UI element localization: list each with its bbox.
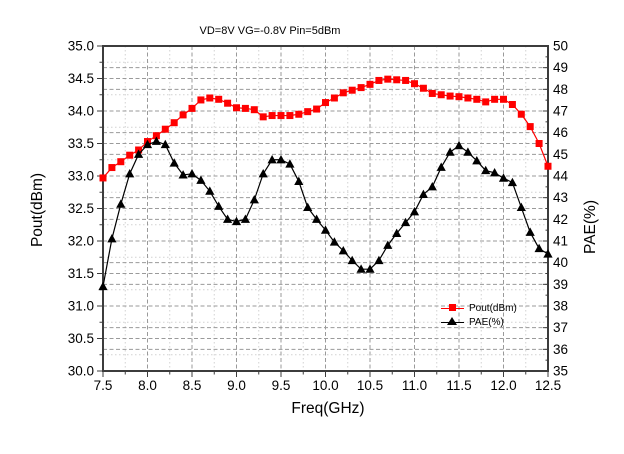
svg-text:12.5: 12.5 xyxy=(535,378,561,393)
svg-text:34.5: 34.5 xyxy=(68,71,94,86)
legend-label-pout: Pout(dBm) xyxy=(469,302,517,314)
svg-text:32.0: 32.0 xyxy=(68,234,94,249)
svg-text:41: 41 xyxy=(553,234,568,249)
svg-text:44: 44 xyxy=(553,169,569,184)
chart-title: VD=8V VG=-0.8V Pin=5dBm xyxy=(199,25,341,37)
svg-text:10.5: 10.5 xyxy=(357,378,383,393)
plot-frame xyxy=(102,45,549,372)
svg-text:10.0: 10.0 xyxy=(312,378,338,393)
svg-text:9.5: 9.5 xyxy=(272,378,291,393)
svg-text:31.5: 31.5 xyxy=(68,266,94,281)
svg-text:34.0: 34.0 xyxy=(68,104,94,119)
svg-text:46: 46 xyxy=(553,125,568,140)
legend-entry-pae: PAE(%) xyxy=(441,315,517,329)
x-axis-label: Freq(GHz) xyxy=(291,400,365,417)
svg-text:37: 37 xyxy=(553,320,568,335)
svg-text:35.0: 35.0 xyxy=(68,39,94,54)
grid-major xyxy=(103,46,548,371)
svg-text:35: 35 xyxy=(553,364,568,379)
svg-text:48: 48 xyxy=(553,82,568,97)
legend-line-pout xyxy=(441,304,464,311)
svg-text:8.0: 8.0 xyxy=(138,378,157,393)
legend: Pout(dBm) PAE(%) xyxy=(441,301,517,329)
svg-text:40: 40 xyxy=(553,255,568,270)
svg-text:11.5: 11.5 xyxy=(446,378,471,393)
svg-text:36: 36 xyxy=(553,342,568,357)
svg-text:7.5: 7.5 xyxy=(94,378,113,393)
legend-label-pae: PAE(%) xyxy=(469,316,504,328)
svg-text:8.5: 8.5 xyxy=(183,378,202,393)
svg-text:30.0: 30.0 xyxy=(68,364,94,379)
svg-text:31.0: 31.0 xyxy=(68,299,94,314)
svg-text:33.5: 33.5 xyxy=(68,136,94,151)
series-pout xyxy=(99,75,552,182)
svg-text:42: 42 xyxy=(553,212,568,227)
svg-text:30.5: 30.5 xyxy=(68,331,94,346)
svg-text:47: 47 xyxy=(553,104,568,119)
svg-text:45: 45 xyxy=(553,147,568,162)
legend-line-pae xyxy=(441,317,464,325)
svg-text:32.5: 32.5 xyxy=(68,201,94,216)
svg-text:50: 50 xyxy=(553,39,568,54)
tick-labels: 7.5 8.0 8.5 9.0 9.5 10.0 10.5 11.0 11.5 12.0 12.53… xyxy=(68,39,569,394)
svg-text:43: 43 xyxy=(553,190,568,205)
series-pae xyxy=(98,136,553,291)
svg-text:38: 38 xyxy=(553,299,568,314)
triangle-marker-icon xyxy=(447,317,457,325)
svg-text:12.0: 12.0 xyxy=(490,378,516,393)
svg-text:33.0: 33.0 xyxy=(68,169,94,184)
svg-text:11.0: 11.0 xyxy=(402,378,427,393)
square-marker-icon xyxy=(449,304,456,311)
svg-text:9.0: 9.0 xyxy=(227,378,246,393)
svg-text:39: 39 xyxy=(553,277,568,292)
legend-entry-pout: Pout(dBm) xyxy=(441,301,517,315)
svg-text:49: 49 xyxy=(553,60,568,75)
